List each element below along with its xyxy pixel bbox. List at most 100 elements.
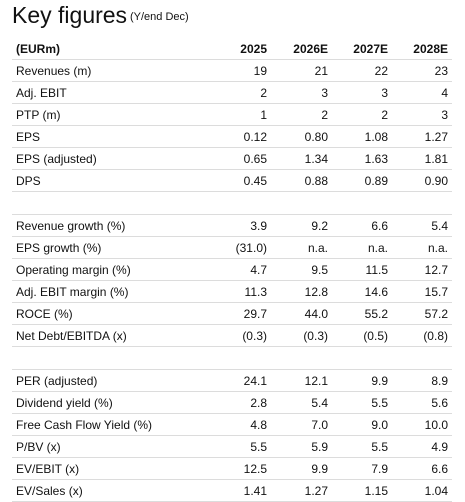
cell-value: 7.9 [371, 462, 388, 476]
cell-value: 9.2 [311, 219, 328, 233]
header-row: (EURm) 2025 2026E 2027E 2028E [12, 38, 452, 60]
cell-value: 14.6 [364, 285, 388, 299]
cell-value: 29.7 [243, 307, 267, 321]
row-label: Adj. EBIT margin (%) [16, 285, 129, 299]
row-label: ROCE (%) [16, 307, 73, 321]
row-label: EPS (adjusted) [16, 152, 97, 166]
cell-value: n.a. [307, 241, 328, 255]
cell-value: n.a. [367, 241, 388, 255]
row-label: Operating margin (%) [16, 263, 131, 277]
row-label: EPS growth (%) [16, 241, 102, 255]
cell-value: 1.08 [364, 130, 388, 144]
cell-value: 57.2 [424, 307, 448, 321]
cell-value: 1.27 [424, 130, 448, 144]
spacer-row [12, 347, 452, 370]
cell-value: 22 [374, 64, 388, 78]
row-label: PTP (m) [16, 108, 61, 122]
cell-value: 5.4 [311, 396, 328, 410]
cell-value: (0.8) [423, 329, 448, 343]
cell-value: 1.15 [364, 484, 388, 498]
cell-value: 2025 [240, 42, 267, 56]
cell-value: 5.5 [371, 440, 388, 454]
subtitle: (Y/end Dec) [130, 11, 189, 23]
cell-value: 24.1 [243, 374, 267, 388]
row-label: DPS [16, 174, 41, 188]
cell-value: 55.2 [364, 307, 388, 321]
cell-value: 2 [321, 108, 328, 122]
cell-value: 12.5 [243, 462, 267, 476]
cell-value: 0.12 [243, 130, 267, 144]
cell-value: 44.0 [304, 307, 328, 321]
table-row: EPS (adjusted) 0.65 1.34 1.63 1.81 [12, 148, 452, 170]
cell-value: 21 [314, 64, 328, 78]
cell-value: 15.7 [424, 285, 448, 299]
cell-value: 12.1 [304, 374, 328, 388]
cell-value: 9.0 [371, 418, 388, 432]
table-row: Revenues (m) 19 21 22 23 [12, 60, 452, 82]
cell-value: 1.04 [424, 484, 448, 498]
cell-value: 12.8 [304, 285, 328, 299]
cell-value: 9.9 [311, 462, 328, 476]
cell-value: 7.0 [311, 418, 328, 432]
cell-value: 11.5 [365, 263, 388, 277]
cell-value: 0.80 [304, 130, 328, 144]
cell-value: 3 [381, 86, 388, 100]
row-label: EPS [16, 130, 41, 144]
cell-value: 0.90 [424, 174, 448, 188]
cell-value: 9.9 [371, 374, 388, 388]
cell-value: 2027E [353, 42, 388, 56]
cell-value: 5.5 [250, 440, 267, 454]
cell-value: 4.7 [250, 263, 267, 277]
table-row: P/BV (x) 5.5 5.9 5.5 4.9 [12, 436, 452, 458]
row-label: PER (adjusted) [16, 374, 98, 388]
cell-value: 4 [441, 86, 448, 100]
cell-value: 6.6 [431, 462, 448, 476]
cell-value: 5.6 [431, 396, 448, 410]
cell-value: (0.3) [303, 329, 328, 343]
cell-value: 6.6 [371, 219, 388, 233]
cell-value: 5.5 [371, 396, 388, 410]
row-label: Revenue growth (%) [16, 219, 126, 233]
row-label: Dividend yield (%) [16, 396, 113, 410]
cell-value: 23 [434, 64, 448, 78]
cell-value: 2 [260, 86, 267, 100]
table-row: EPS 0.12 0.80 1.08 1.27 [12, 126, 452, 148]
cell-value: 3 [321, 86, 328, 100]
title: Key figures [12, 2, 128, 28]
cell-value: 4.9 [431, 440, 448, 454]
cell-value: 2028E [413, 42, 448, 56]
table-row: EPS growth (%) (31.0) n.a. n.a. n.a. [12, 237, 452, 259]
cell-value: 1.27 [304, 484, 328, 498]
cell-value: 1.81 [424, 152, 448, 166]
cell-value: 3.9 [250, 219, 267, 233]
cell-value: 4.8 [250, 418, 267, 432]
cell-value: n.a. [427, 241, 448, 255]
cell-value: 11.3 [244, 285, 267, 299]
cell-value: 10.0 [424, 418, 448, 432]
row-label: EV/Sales (x) [16, 484, 83, 498]
row-label: Adj. EBIT [16, 86, 67, 100]
cell-value: 0.88 [304, 174, 328, 188]
cell-value: 3 [441, 108, 448, 122]
table-row: Free Cash Flow Yield (%) 4.8 7.0 9.0 10.0 [12, 414, 452, 436]
cell-value: 0.45 [243, 174, 267, 188]
cell-value: 2026E [293, 42, 328, 56]
table-row: Net Debt/EBITDA (x) (0.3) (0.3) (0.5) (0.8) [12, 325, 452, 347]
row-label: Revenues (m) [16, 64, 92, 78]
cell-value: 1.34 [304, 152, 328, 166]
cell-value: 0.89 [364, 174, 388, 188]
cell-value: 1.41 [243, 484, 267, 498]
row-label: (EURm) [16, 42, 60, 56]
cell-value: 1.63 [364, 152, 388, 166]
cell-value: (0.3) [242, 329, 267, 343]
cell-value: 0.65 [243, 152, 267, 166]
table-row: DPS 0.45 0.88 0.89 0.90 [12, 170, 452, 192]
table-row: PER (adjusted) 24.1 12.1 9.9 8.9 [12, 370, 452, 392]
table-row: Operating margin (%) 4.7 9.5 11.5 12.7 [12, 259, 452, 281]
row-label: EV/EBIT (x) [16, 462, 80, 476]
table-row: EV/EBIT (x) 12.5 9.9 7.9 6.6 [12, 458, 452, 480]
table-row: Adj. EBIT margin (%) 11.3 12.8 14.6 15.7 [12, 281, 452, 303]
cell-value: 9.5 [311, 263, 328, 277]
cell-value: 12.7 [424, 263, 448, 277]
